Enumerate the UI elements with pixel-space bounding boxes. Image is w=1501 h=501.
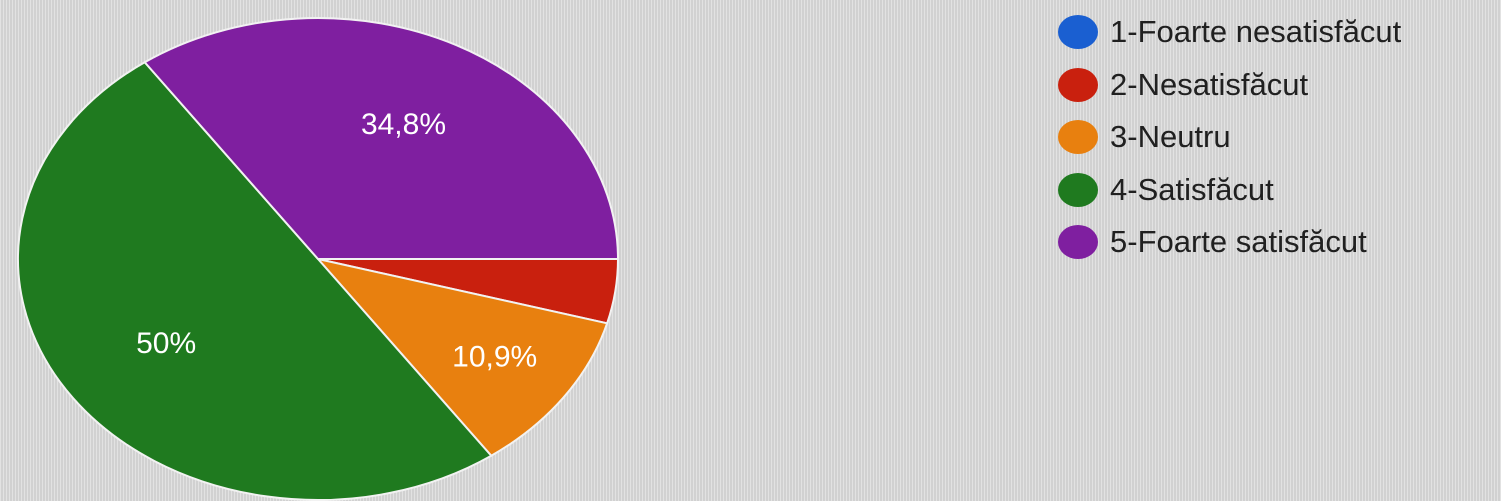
chart-legend: 1-Foarte nesatisfăcut 2-Nesatisfăcut 3-N… bbox=[1058, 6, 1401, 269]
pie-slice-4[interactable] bbox=[17, 61, 493, 501]
pie-slices bbox=[17, 17, 619, 501]
legend-item[interactable]: 5-Foarte satisfăcut bbox=[1058, 216, 1401, 269]
legend-label: 1-Foarte nesatisfăcut bbox=[1110, 14, 1402, 50]
legend-swatch bbox=[1058, 120, 1098, 155]
legend-item[interactable]: 1-Foarte nesatisfăcut bbox=[1058, 6, 1401, 59]
legend-item[interactable]: 2-Nesatisfăcut bbox=[1058, 59, 1401, 112]
legend-label: 3-Neutru bbox=[1110, 119, 1231, 155]
pie-slice-label-3: 10,9% bbox=[452, 341, 537, 374]
legend-label: 4-Satisfăcut bbox=[1110, 171, 1274, 207]
legend-swatch bbox=[1058, 225, 1098, 260]
legend-label: 2-Nesatisfăcut bbox=[1110, 66, 1309, 102]
legend-label: 5-Foarte satisfăcut bbox=[1110, 224, 1367, 260]
legend-swatch bbox=[1058, 67, 1098, 102]
pie-slice-labels: 10,9% 50% 34,8% bbox=[136, 108, 537, 373]
legend-swatch bbox=[1058, 15, 1098, 50]
legend-item[interactable]: 4-Satisfăcut bbox=[1058, 164, 1401, 217]
legend-item[interactable]: 3-Neutru bbox=[1058, 111, 1401, 164]
pie-slice-3[interactable] bbox=[317, 258, 609, 457]
pie-slice-label-5: 34,8% bbox=[361, 108, 446, 141]
pie-slice-label-4: 50% bbox=[136, 327, 196, 360]
legend-swatch bbox=[1058, 172, 1098, 207]
pie-slice-5[interactable] bbox=[143, 17, 619, 260]
